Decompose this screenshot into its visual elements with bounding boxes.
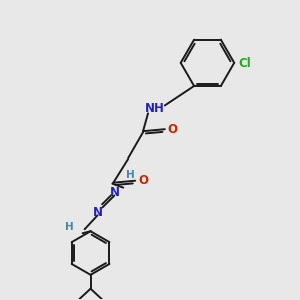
Text: H: H <box>65 222 74 232</box>
Text: N: N <box>110 186 120 199</box>
Text: H: H <box>126 170 135 180</box>
Text: Cl: Cl <box>238 57 251 70</box>
Text: NH: NH <box>145 102 165 115</box>
Text: O: O <box>138 174 148 187</box>
Text: N: N <box>92 206 103 219</box>
Text: O: O <box>168 123 178 136</box>
